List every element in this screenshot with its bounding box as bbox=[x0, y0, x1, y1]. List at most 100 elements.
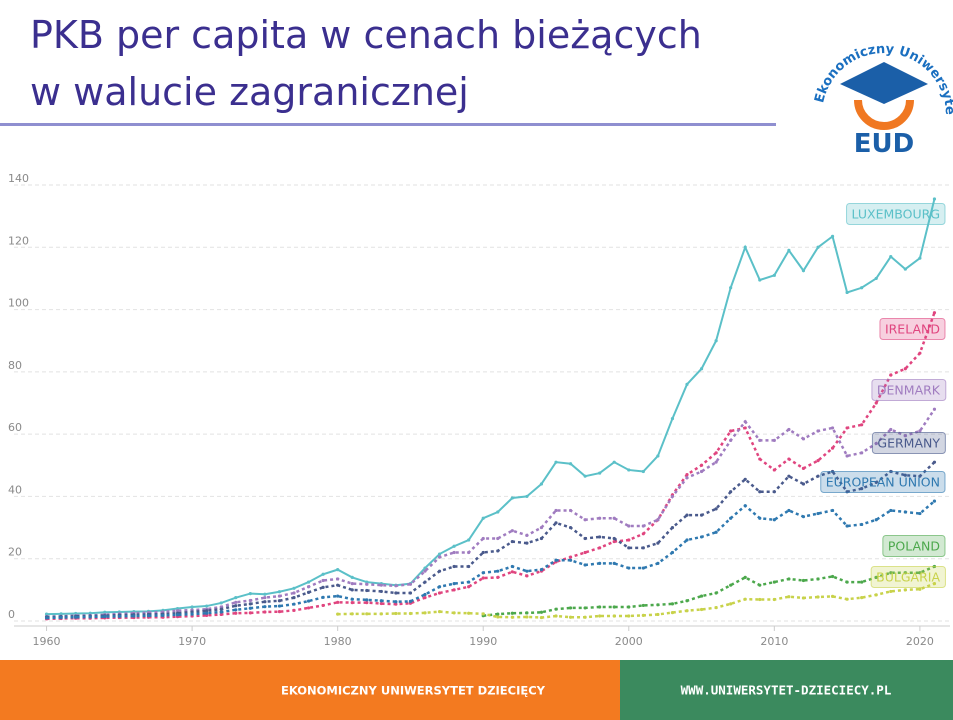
point bbox=[292, 591, 296, 595]
point bbox=[525, 533, 529, 537]
point bbox=[656, 541, 660, 545]
footer-left-bg bbox=[0, 660, 620, 720]
point bbox=[277, 610, 282, 614]
series-line bbox=[46, 461, 936, 619]
point bbox=[583, 615, 587, 619]
point bbox=[234, 600, 238, 604]
point bbox=[306, 599, 311, 603]
point bbox=[874, 518, 878, 522]
point bbox=[496, 569, 500, 573]
point bbox=[889, 571, 893, 575]
point bbox=[59, 615, 63, 620]
point bbox=[918, 256, 922, 260]
title-underline bbox=[0, 123, 776, 126]
y-tick-label: 40 bbox=[8, 483, 22, 496]
point bbox=[612, 516, 616, 520]
point bbox=[816, 429, 820, 433]
point bbox=[670, 602, 675, 606]
series-line bbox=[46, 408, 936, 618]
point bbox=[306, 585, 311, 589]
point bbox=[481, 550, 485, 555]
point bbox=[132, 614, 136, 618]
point bbox=[117, 614, 121, 618]
x-tick-label: 1990 bbox=[469, 635, 497, 648]
series-label-box bbox=[882, 535, 946, 557]
point bbox=[394, 584, 398, 588]
point bbox=[277, 599, 282, 603]
point bbox=[379, 601, 383, 606]
point bbox=[408, 591, 413, 595]
point bbox=[685, 609, 689, 613]
point bbox=[568, 615, 573, 619]
point bbox=[481, 576, 485, 580]
point bbox=[787, 474, 791, 478]
point bbox=[816, 245, 820, 249]
point bbox=[539, 610, 544, 614]
point bbox=[670, 610, 675, 615]
series-label: LUXEMBOURG bbox=[852, 207, 940, 222]
y-tick-label: 100 bbox=[8, 297, 29, 310]
x-tick-label: 1960 bbox=[33, 635, 61, 648]
series-label: POLAND bbox=[888, 539, 940, 554]
point bbox=[860, 580, 864, 584]
point bbox=[874, 575, 878, 580]
point bbox=[146, 614, 151, 618]
point bbox=[656, 518, 660, 522]
point bbox=[598, 471, 602, 475]
point bbox=[903, 367, 907, 371]
point bbox=[714, 530, 718, 534]
point bbox=[365, 601, 369, 605]
point bbox=[772, 468, 776, 472]
point bbox=[44, 616, 49, 620]
point bbox=[874, 401, 878, 405]
point bbox=[743, 420, 747, 424]
point bbox=[394, 591, 398, 595]
x-tick-label: 2010 bbox=[760, 635, 788, 648]
point bbox=[379, 583, 383, 587]
point bbox=[437, 552, 442, 556]
series-line bbox=[337, 582, 935, 619]
point bbox=[903, 473, 907, 477]
point bbox=[699, 469, 704, 474]
point bbox=[830, 426, 835, 430]
point bbox=[787, 427, 791, 432]
point bbox=[918, 571, 922, 575]
point bbox=[830, 508, 835, 513]
point bbox=[932, 499, 937, 503]
point bbox=[306, 580, 311, 584]
point bbox=[234, 596, 238, 600]
point bbox=[641, 566, 645, 570]
point bbox=[263, 605, 267, 609]
x-tick-label: 2000 bbox=[615, 635, 643, 648]
point bbox=[88, 615, 92, 619]
point bbox=[568, 558, 573, 562]
point bbox=[510, 539, 514, 544]
point bbox=[801, 596, 806, 600]
point bbox=[496, 510, 500, 514]
point bbox=[860, 522, 864, 527]
series-line bbox=[46, 500, 936, 620]
point bbox=[699, 607, 704, 612]
point bbox=[903, 510, 907, 514]
point bbox=[336, 568, 340, 572]
point bbox=[583, 518, 587, 522]
point bbox=[321, 595, 325, 599]
point bbox=[467, 585, 471, 589]
point bbox=[627, 614, 631, 618]
point bbox=[845, 580, 849, 584]
point bbox=[758, 457, 762, 461]
point bbox=[583, 536, 587, 541]
point bbox=[408, 582, 413, 586]
point bbox=[627, 468, 631, 472]
point bbox=[758, 438, 762, 442]
point bbox=[248, 591, 252, 596]
point bbox=[408, 599, 413, 603]
point bbox=[729, 583, 733, 587]
point bbox=[481, 536, 485, 541]
point bbox=[583, 606, 587, 610]
point bbox=[903, 571, 907, 575]
point bbox=[641, 532, 645, 536]
point bbox=[219, 601, 223, 605]
x-tick-label: 1970 bbox=[178, 635, 206, 648]
